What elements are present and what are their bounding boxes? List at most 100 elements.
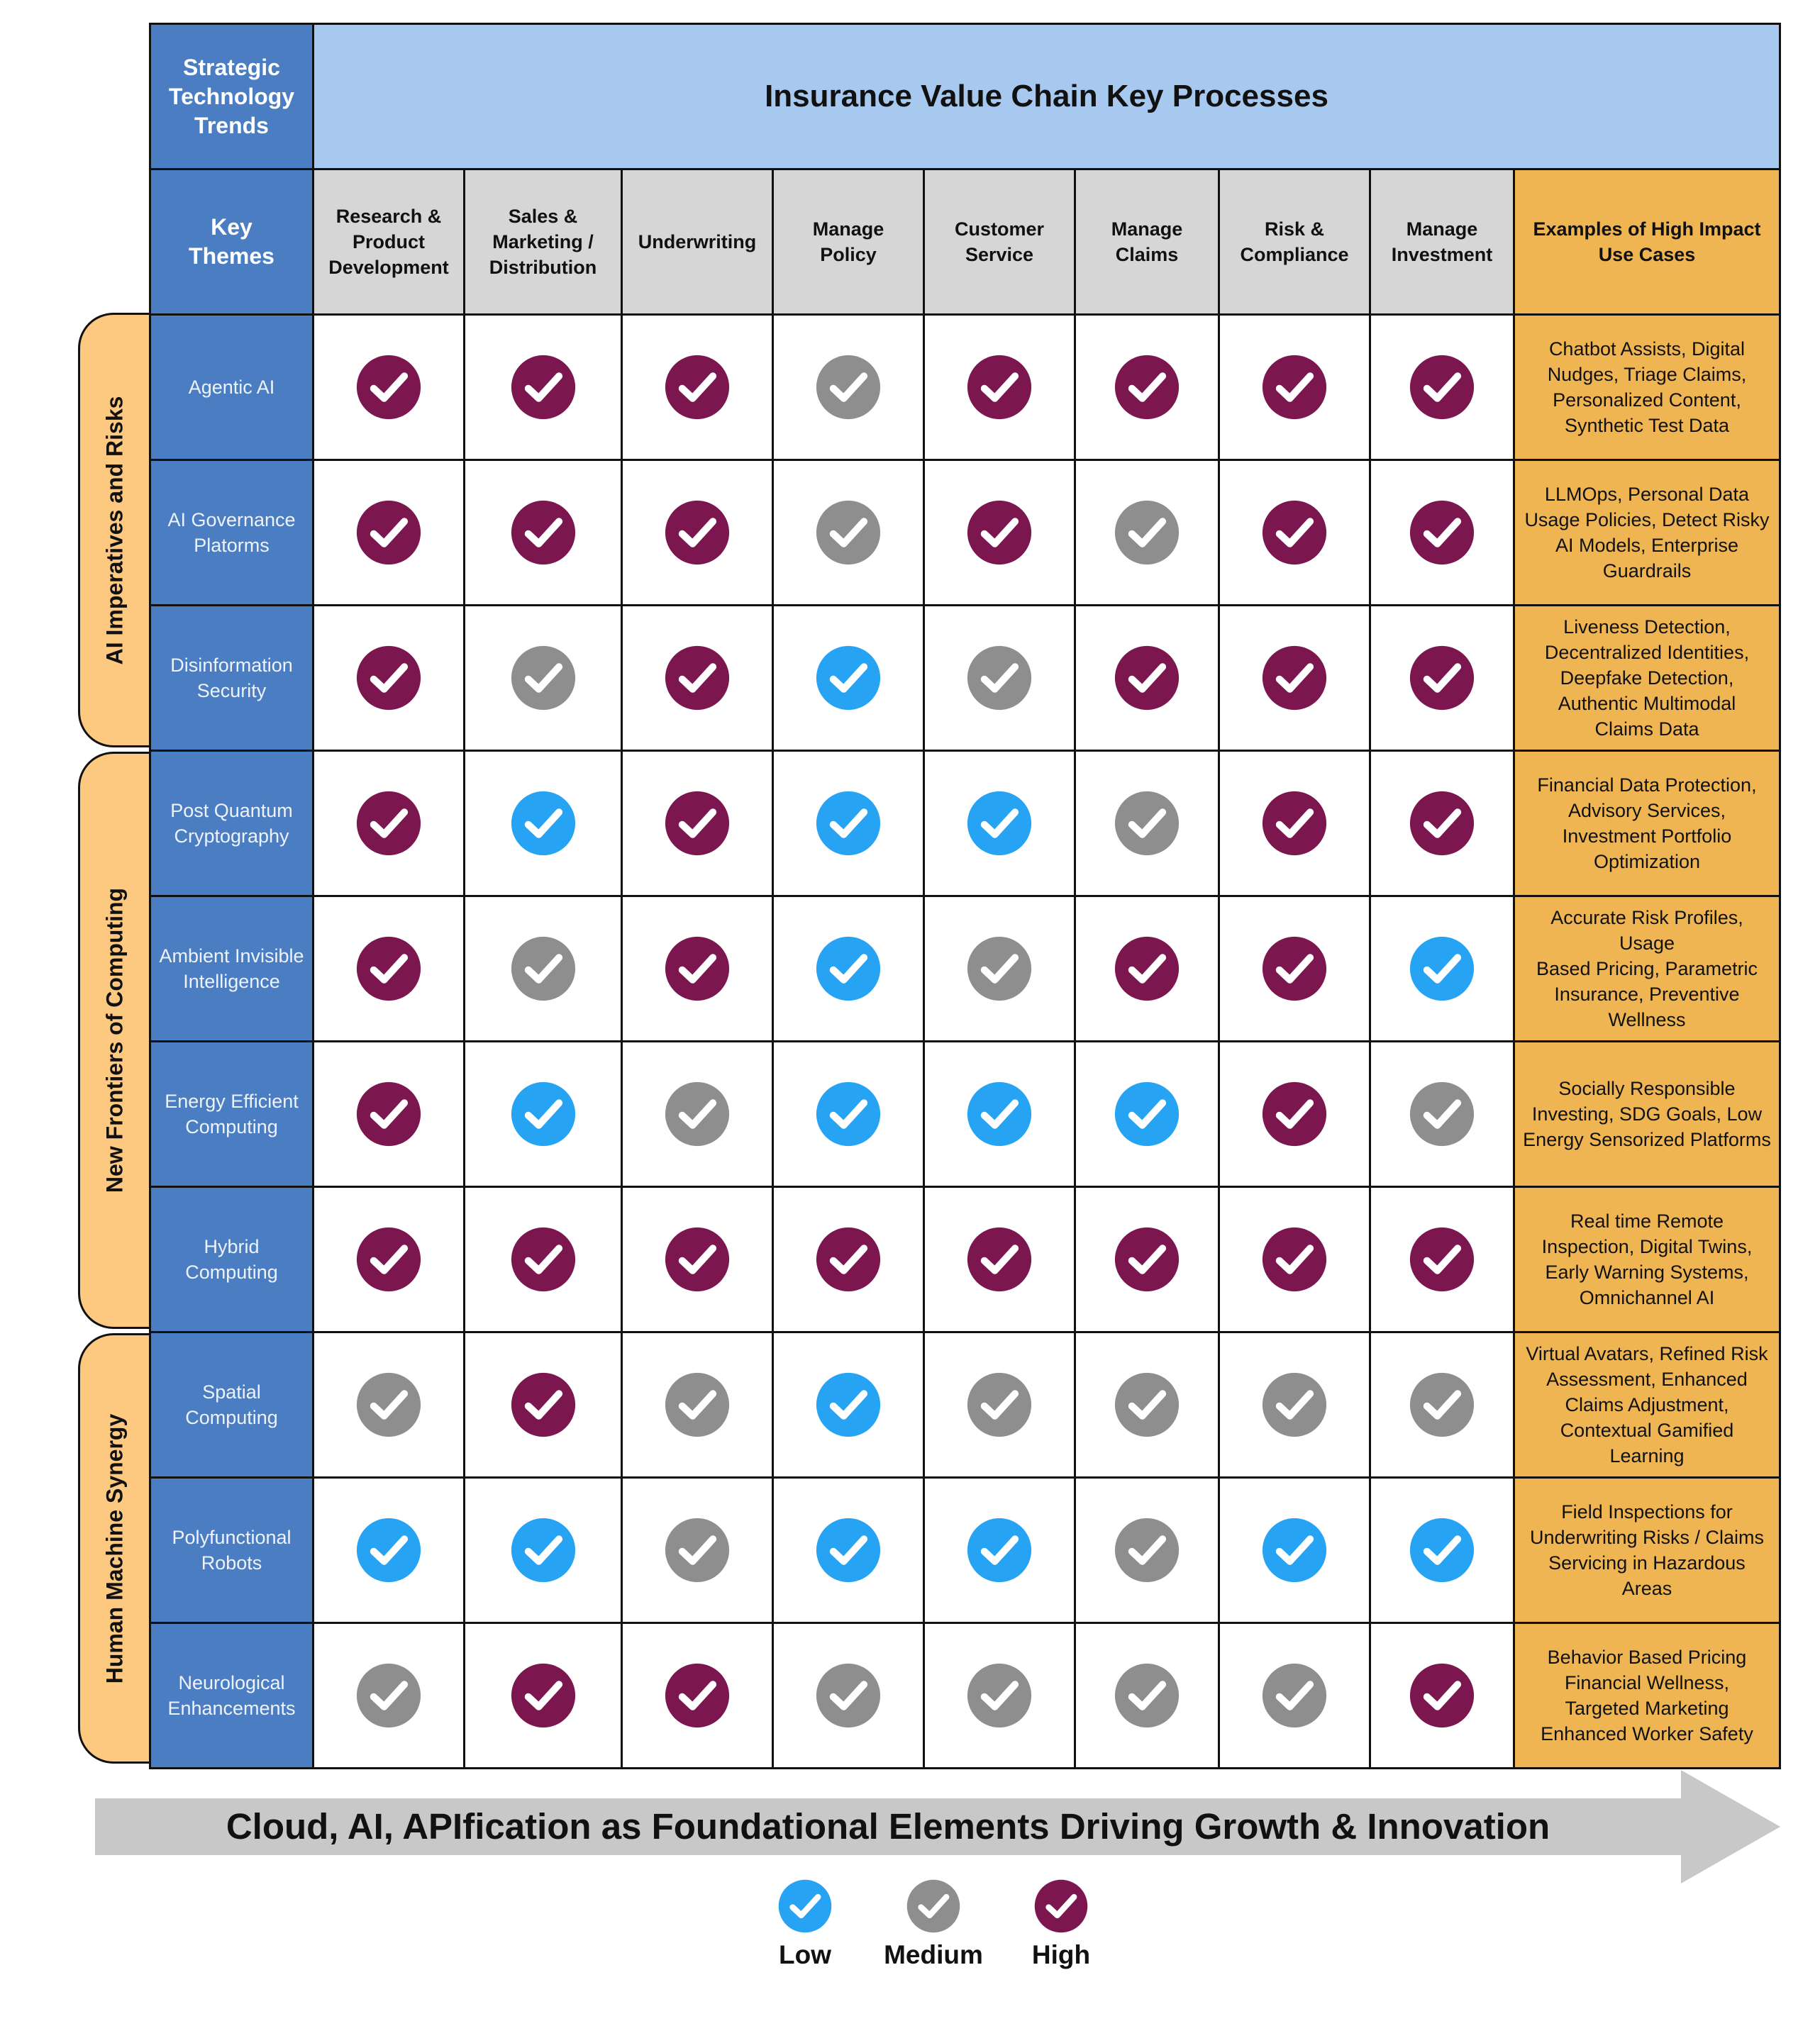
check-circle-icon [665,355,730,420]
rating-cell [772,1331,925,1479]
rating-cell [1218,1331,1371,1479]
rating-cell [621,313,774,461]
check-circle-icon [1262,1081,1327,1147]
rating-cell [772,895,925,1042]
rating-cell [621,1186,774,1333]
check-circle-icon [356,355,421,420]
rating-cell [1369,459,1515,606]
check-circle-icon [1114,1081,1180,1147]
check-circle-icon [356,1518,421,1583]
check-circle-icon [665,1663,730,1728]
check-circle-icon [511,355,576,420]
process-column-header: Research & Product Development [312,168,465,316]
rating-cell [463,1476,623,1624]
rating-cell [1369,1476,1515,1624]
check-circle-icon [1114,936,1180,1001]
use-case-cell: Real time Remote Inspection, Digital Twin… [1513,1186,1781,1333]
rating-cell [463,1040,623,1188]
rating-cell [1218,1186,1371,1333]
rating-cell [463,1331,623,1479]
rating-cell [772,1476,925,1624]
check-circle-icon [1114,1518,1180,1583]
check-circle-icon [1409,1081,1475,1147]
theme-label: Spatial Computing [185,1381,278,1428]
check-circle-icon [1114,500,1180,565]
theme-cell: Spatial Computing [149,1331,314,1479]
use-cases-header: Examples of High Impact Use Cases [1513,168,1781,316]
group-label: Human Machine Synergy [101,1413,128,1683]
rating-cell [1074,895,1220,1042]
use-cases-label: Examples of High Impact Use Cases [1533,218,1761,265]
theme-cell: Agentic AI [149,313,314,461]
check-circle-icon [1409,1227,1475,1292]
group-tab-ai-imperatives: AI Imperatives and Risks [78,313,150,747]
rating-cell [312,895,465,1042]
group-label: AI Imperatives and Risks [101,396,128,664]
theme-cell: Energy Efficient Computing [149,1040,314,1188]
check-circle-icon [665,791,730,856]
rating-cell [463,895,623,1042]
theme-label: AI Governance Platorms [167,509,296,556]
check-circle-icon [1409,936,1475,1001]
rating-cell [621,750,774,897]
rating-cell [1074,459,1220,606]
theme-row: Hybrid Computing Real time Remote Inspectio… [149,1186,1781,1333]
use-case-text: Financial Data Protection, Advisory Servi… [1537,774,1757,872]
rating-cell [772,1186,925,1333]
group-tab-human-machine: Human Machine Synergy [78,1333,150,1764]
theme-row: Disinformation Security Liveness Detection… [149,604,1781,752]
check-circle-icon [665,1372,730,1437]
check-circle-icon [1262,1227,1327,1292]
rating-cell [923,459,1076,606]
use-case-cell: Virtual Avatars, Refined Risk Assessment,… [1513,1331,1781,1479]
check-circle-icon [1114,645,1180,711]
check-circle-icon [356,500,421,565]
use-case-cell: Accurate Risk Profiles, Usage Based Prici… [1513,895,1781,1042]
check-circle-icon [356,791,421,856]
value-chain-matrix: Strategic Technology Trends Insurance Valu… [149,23,1781,1769]
process-column-header: Manage Policy [772,168,925,316]
rating-cell [621,1476,774,1624]
process-column-label: Manage Claims [1111,218,1183,265]
process-column-label: Risk & Compliance [1240,218,1349,265]
check-circle-icon [1409,791,1475,856]
rating-cell [312,313,465,461]
theme-label: Energy Efficient Computing [165,1091,299,1137]
rating-cell [1074,1476,1220,1624]
check-circle-icon [1114,1663,1180,1728]
use-case-cell: Chatbot Assists, Digital Nudges, Triage C… [1513,313,1781,461]
rating-cell [463,313,623,461]
theme-row: AI Governance Platorms LLMOps, Personal Da… [149,459,1781,606]
process-column-label: Research & Product Development [328,206,449,278]
rating-cell [463,750,623,897]
check-circle-icon [1114,1372,1180,1437]
rating-cell [621,1622,774,1769]
rating-cell [772,604,925,752]
check-circle-icon [665,500,730,565]
rating-cell [312,750,465,897]
theme-cell: Ambient Invisible Intelligence [149,895,314,1042]
rating-cell [621,604,774,752]
rating-cell [463,1186,623,1333]
rating-cell [1218,604,1371,752]
check-circle-icon [816,936,881,1001]
theme-cell: AI Governance Platorms [149,459,314,606]
rating-cell [923,1622,1076,1769]
theme-label: Polyfunctional Robots [172,1527,292,1574]
use-case-cell: LLMOps, Personal Data Usage Policies, Det… [1513,459,1781,606]
check-circle-icon [1262,1372,1327,1437]
theme-label: Agentic AI [188,377,275,398]
check-circle-icon [1262,500,1327,565]
rating-cell [1218,1476,1371,1624]
check-circle-icon [1262,1518,1327,1583]
check-circle-icon [665,645,730,711]
rating-cell [312,1186,465,1333]
legend-medium-label: Medium [884,1940,983,1969]
check-circle-icon [356,1372,421,1437]
rating-cell [312,1622,465,1769]
rating-cell [1074,604,1220,752]
check-circle-icon [1262,355,1327,420]
check-circle-icon [1114,791,1180,856]
check-circle-icon [511,791,576,856]
group-label: New Frontiers of Computing [101,887,128,1193]
